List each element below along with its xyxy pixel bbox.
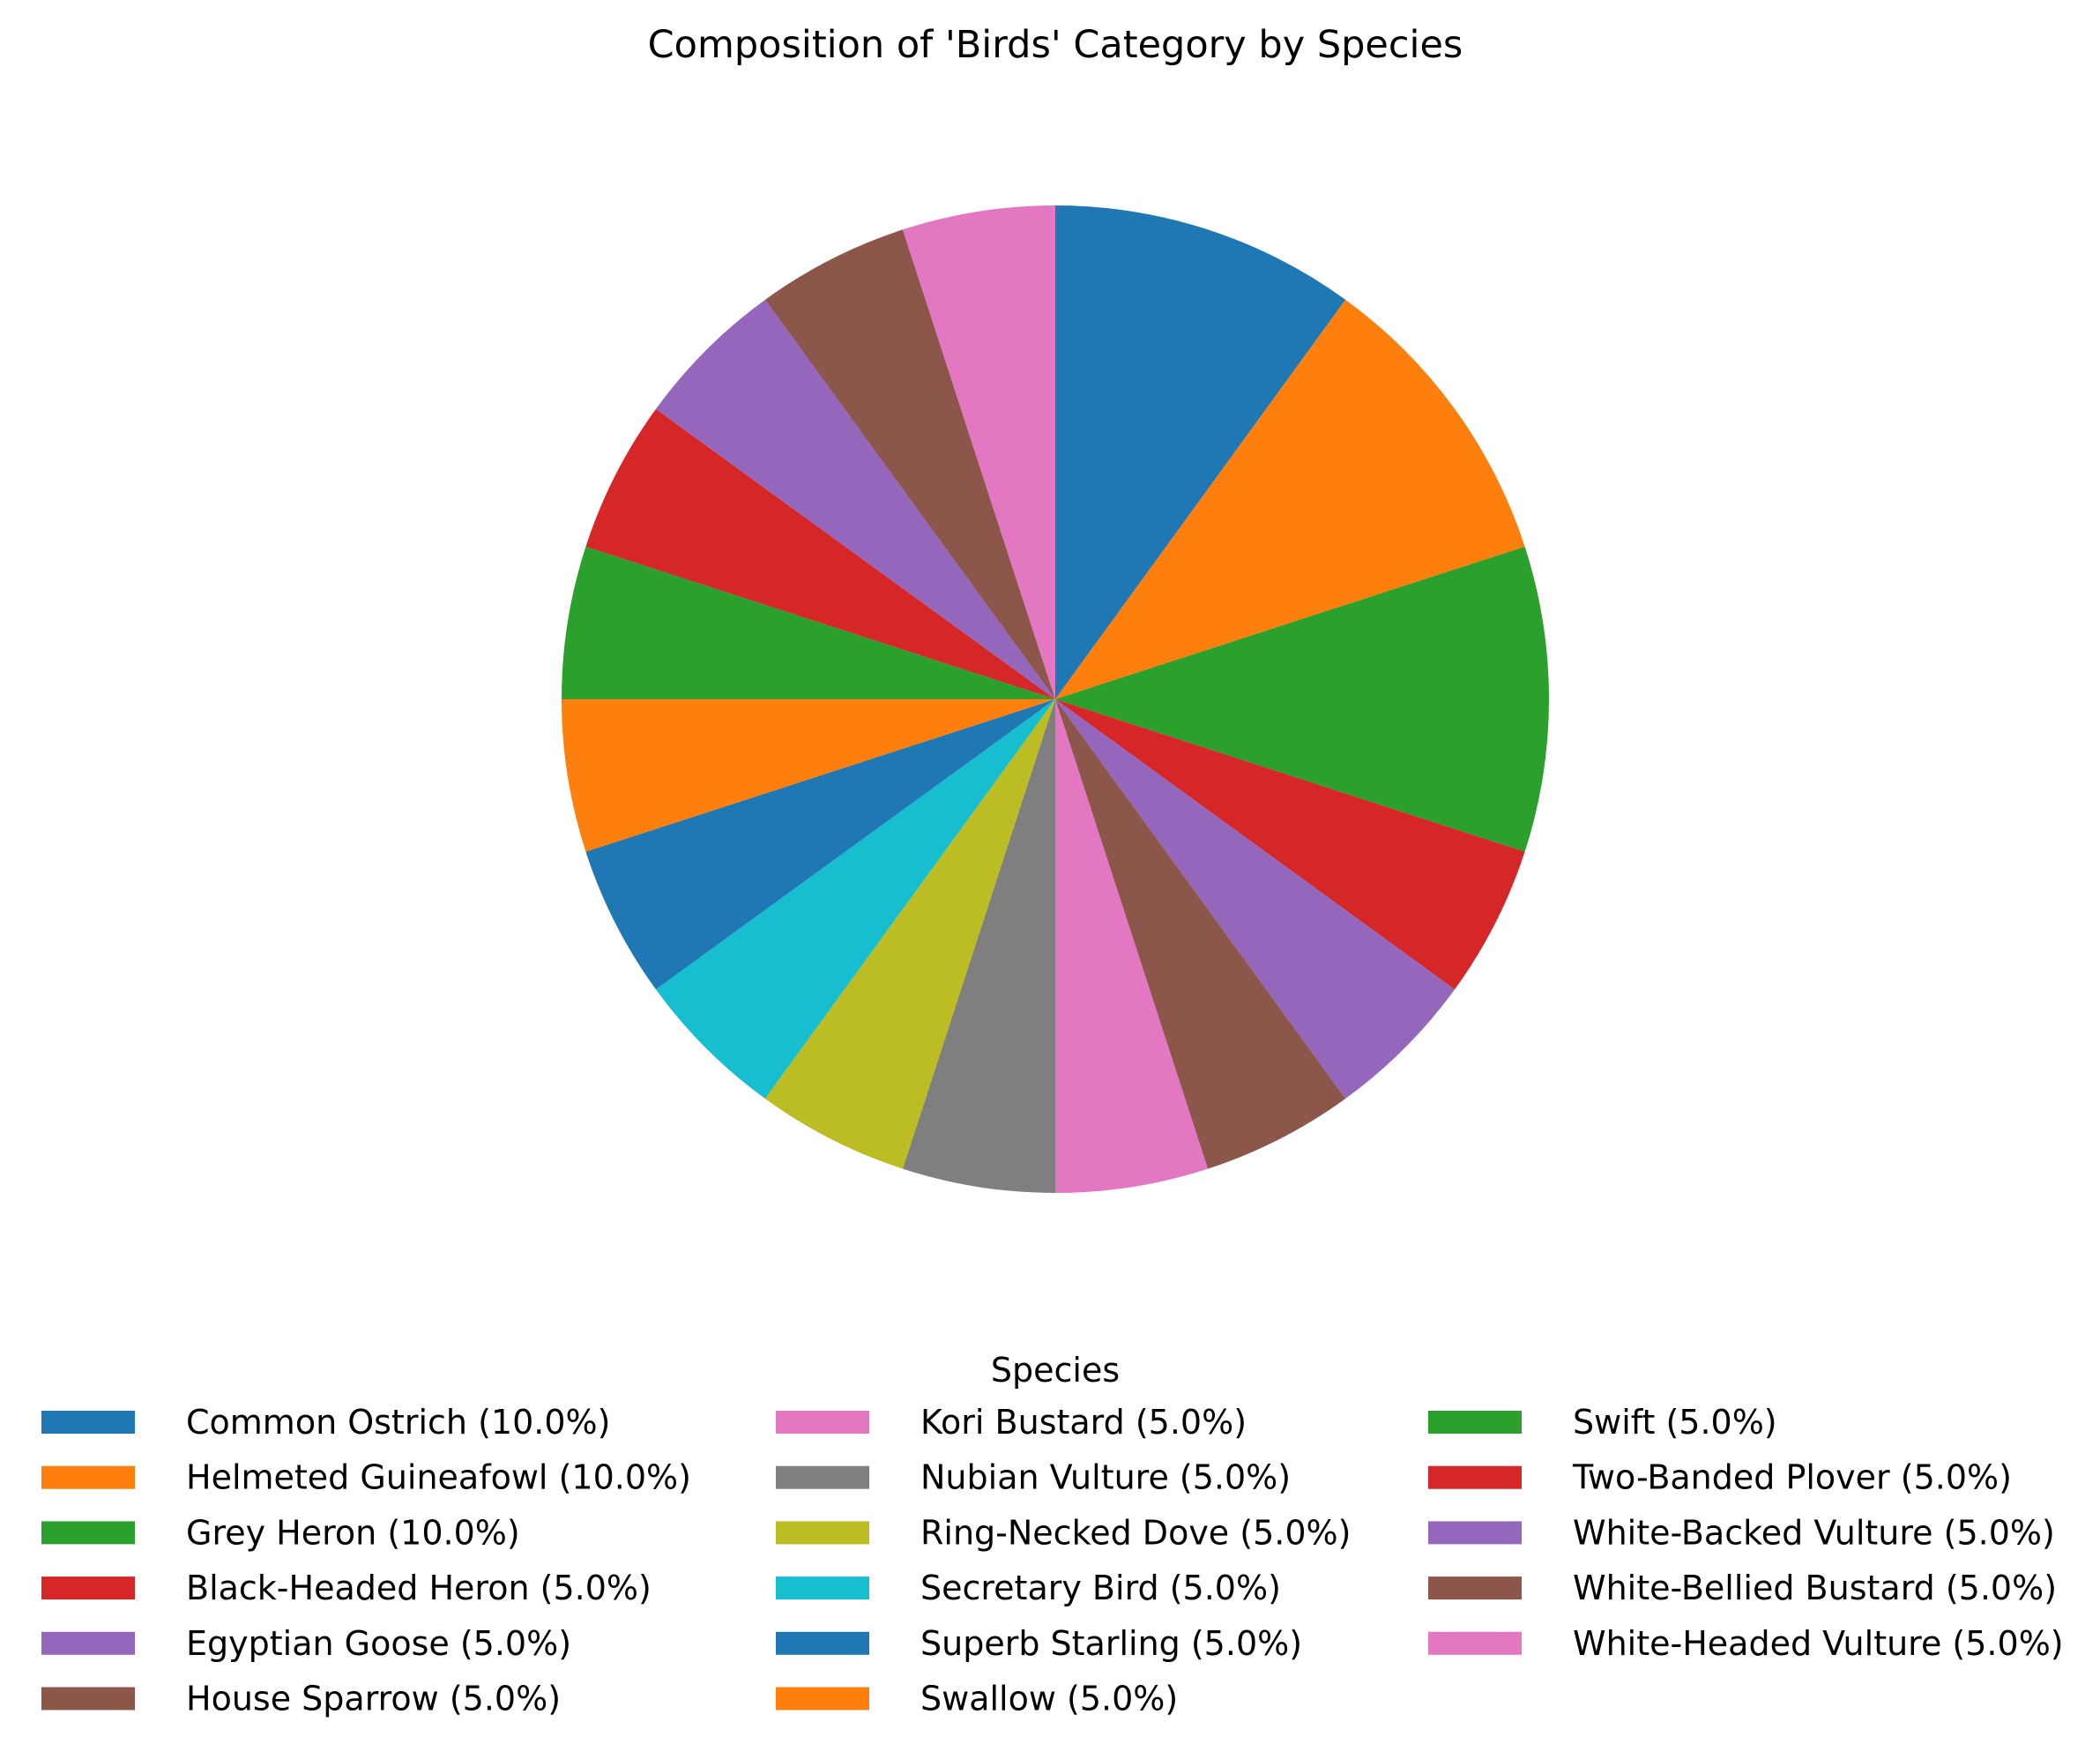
- pie-slice-2: [1055, 299, 1525, 699]
- legend-swatch: [1428, 1411, 1522, 1434]
- legend-label: White-Bellied Bustard (5.0%): [1573, 1569, 2057, 1607]
- legend-item: Grey Heron (10.0%): [41, 1513, 520, 1552]
- pie-slice-10: [655, 699, 1055, 1099]
- legend-label: Superb Starling (5.0%): [920, 1624, 1302, 1663]
- legend-item: White-Bellied Bustard (5.0%): [1428, 1569, 2057, 1607]
- legend-item: Egyptian Goose (5.0%): [41, 1624, 571, 1663]
- legend-label: Common Ostrich (10.0%): [186, 1403, 610, 1442]
- legend-item: Black-Headed Heron (5.0%): [41, 1569, 652, 1607]
- pie-slice-6: [1055, 699, 1346, 1169]
- legend-swatch: [776, 1631, 869, 1655]
- legend-item: Superb Starling (5.0%): [776, 1624, 1302, 1663]
- pie-slices: [562, 205, 1549, 1193]
- legend-label: Egyptian Goose (5.0%): [186, 1624, 571, 1663]
- pie-slice-15: [655, 299, 1055, 699]
- legend: Species Common Ostrich (10.0%) Helmeted G…: [41, 1351, 2064, 1718]
- legend-label: Grey Heron (10.0%): [186, 1513, 520, 1552]
- legend-item: Secretary Bird (5.0%): [776, 1569, 1281, 1607]
- pie-slice-4: [1055, 699, 1525, 990]
- legend-title: Species: [991, 1351, 1120, 1390]
- legend-swatch: [41, 1521, 135, 1545]
- legend-item: House Sparrow (5.0%): [41, 1680, 561, 1718]
- legend-item: Swallow (5.0%): [776, 1680, 1178, 1718]
- legend-label: White-Headed Vulture (5.0%): [1573, 1624, 2064, 1663]
- legend-item: Common Ostrich (10.0%): [41, 1403, 610, 1442]
- legend-swatch: [41, 1576, 135, 1600]
- legend-item: Swift (5.0%): [1428, 1403, 1777, 1442]
- legend-swatch: [1428, 1521, 1522, 1545]
- legend-swatch: [1428, 1465, 1522, 1489]
- legend-label: Kori Bustard (5.0%): [920, 1403, 1247, 1442]
- chart-title: Composition of 'Birds' Category by Speci…: [648, 23, 1463, 67]
- pie-slice-11: [585, 699, 1055, 990]
- legend-swatch: [776, 1521, 869, 1545]
- legend-swatch: [1428, 1631, 1522, 1655]
- legend-label: Two-Banded Plover (5.0%): [1572, 1458, 2012, 1497]
- legend-item: Helmeted Guineafowl (10.0%): [41, 1458, 691, 1497]
- pie-slice-1: [1055, 205, 1346, 699]
- legend-item: Ring-Necked Dove (5.0%): [776, 1513, 1351, 1552]
- pie-slice-12: [562, 699, 1055, 853]
- legend-label: Swift (5.0%): [1573, 1403, 1777, 1442]
- legend-item: Kori Bustard (5.0%): [776, 1403, 1247, 1442]
- legend-label: House Sparrow (5.0%): [186, 1680, 561, 1718]
- legend-label: White-Backed Vulture (5.0%): [1573, 1513, 2055, 1552]
- legend-swatch: [776, 1687, 869, 1711]
- pie-slice-17: [902, 205, 1055, 699]
- legend-label: Secretary Bird (5.0%): [920, 1569, 1281, 1607]
- pie-slice-14: [585, 408, 1055, 699]
- legend-label: Swallow (5.0%): [920, 1680, 1178, 1718]
- legend-swatch: [776, 1411, 869, 1434]
- legend-swatch: [776, 1465, 869, 1489]
- legend-swatch: [41, 1465, 135, 1489]
- legend-label: Nubian Vulture (5.0%): [920, 1458, 1291, 1497]
- pie-slice-13: [562, 546, 1055, 699]
- legend-items: Common Ostrich (10.0%) Helmeted Guineafow…: [41, 1403, 2064, 1718]
- legend-swatch: [41, 1687, 135, 1711]
- legend-label: Black-Headed Heron (5.0%): [186, 1569, 652, 1607]
- pie-slice-8: [902, 699, 1055, 1193]
- legend-swatch: [41, 1631, 135, 1655]
- pie-slice-9: [764, 699, 1055, 1169]
- legend-label: Helmeted Guineafowl (10.0%): [186, 1458, 691, 1497]
- legend-item: Two-Banded Plover (5.0%): [1428, 1458, 2012, 1497]
- legend-item: White-Headed Vulture (5.0%): [1428, 1624, 2064, 1663]
- pie-slice-16: [764, 229, 1055, 699]
- legend-label: Ring-Necked Dove (5.0%): [920, 1513, 1351, 1552]
- legend-swatch: [41, 1411, 135, 1434]
- legend-swatch: [1428, 1576, 1522, 1600]
- pie-slice-3: [1055, 546, 1549, 853]
- pie-slice-5: [1055, 699, 1456, 1099]
- legend-swatch: [776, 1576, 869, 1600]
- legend-item: White-Backed Vulture (5.0%): [1428, 1513, 2055, 1552]
- legend-item: Nubian Vulture (5.0%): [776, 1458, 1291, 1497]
- pie-slice-7: [1055, 699, 1209, 1193]
